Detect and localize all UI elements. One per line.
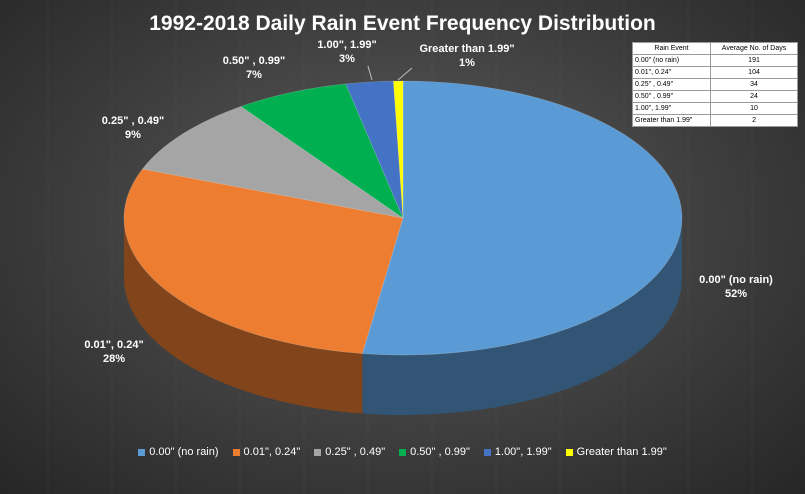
slice-label-category: 1.00", 1.99" bbox=[317, 39, 376, 51]
table-header-rain-event: Rain Event bbox=[631, 42, 712, 55]
table-cell-event: 0.00" (no rain) bbox=[631, 54, 712, 67]
pie-slice bbox=[361, 80, 683, 356]
pie-slice bbox=[240, 83, 404, 219]
slice-label-category: 0.25" , 0.49" bbox=[102, 115, 164, 127]
slice-label-percent: 9% bbox=[125, 129, 141, 141]
table-cell-days: 34 bbox=[710, 78, 798, 91]
legend-swatch bbox=[565, 448, 573, 456]
table-row: 0.01", 0.24" 104 bbox=[631, 66, 798, 79]
slice-label-category: Greater than 1.99" bbox=[419, 43, 514, 55]
leader-line bbox=[367, 65, 373, 81]
legend-entry: 0.50" , 0.99" bbox=[399, 446, 470, 458]
legend-swatch bbox=[138, 448, 146, 456]
table-row: 1.00", 1.99" 10 bbox=[631, 102, 798, 115]
legend-label: 0.00" (no rain) bbox=[149, 446, 219, 458]
table-header-row: Rain Event Average No. of Days bbox=[631, 42, 798, 55]
pie-slice bbox=[141, 106, 404, 219]
table-cell-event: 0.50" , 0.99" bbox=[631, 90, 712, 103]
table-cell-days: 2 bbox=[710, 114, 798, 127]
pie-slice bbox=[393, 80, 404, 219]
legend-entry: 0.00" (no rain) bbox=[138, 446, 219, 458]
legend-label: 0.50" , 0.99" bbox=[410, 446, 470, 458]
chart-title: 1992-2018 Daily Rain Event Frequency Dis… bbox=[149, 12, 656, 35]
table-row: Greater than 1.99" 2 bbox=[631, 114, 798, 127]
slice-label-percent: 52% bbox=[725, 288, 747, 300]
legend-label: 0.01", 0.24" bbox=[243, 446, 301, 458]
slice-label-percent: 3% bbox=[339, 53, 355, 65]
legend-entry: Greater than 1.99" bbox=[565, 446, 667, 458]
table-cell-event: 1.00", 1.99" bbox=[631, 102, 712, 115]
slice-label-percent: 1% bbox=[459, 57, 475, 69]
table-cell-event: 0.01", 0.24" bbox=[631, 66, 712, 79]
legend-entry: 1.00", 1.99" bbox=[483, 446, 552, 458]
pie-slice bbox=[123, 168, 404, 354]
pie-slice bbox=[345, 80, 404, 219]
table-row: 0.25" , 0.49" 34 bbox=[631, 78, 798, 91]
legend-swatch bbox=[232, 448, 240, 456]
table-cell-event: Greater than 1.99" bbox=[631, 114, 712, 127]
data-table: Rain Event Average No. of Days 0.00" (no… bbox=[631, 42, 798, 127]
table-header-average-days: Average No. of Days bbox=[710, 42, 798, 55]
slice-label-category: 0.01", 0.24" bbox=[84, 339, 143, 351]
slice-label-percent: 28% bbox=[103, 353, 125, 365]
table-cell-days: 24 bbox=[710, 90, 798, 103]
table-row: 0.00" (no rain) 191 bbox=[631, 54, 798, 67]
table-cell-days: 104 bbox=[710, 66, 798, 79]
slice-label-category: 0.50" , 0.99" bbox=[223, 55, 285, 67]
table-cell-event: 0.25" , 0.49" bbox=[631, 78, 712, 91]
slice-labels: 0.00" (no rain) 52% 0.01", 0.24" 28% 0.25" ,… bbox=[84, 39, 773, 365]
legend: 0.00" (no rain) 0.01", 0.24" 0.25" , 0.4… bbox=[0, 446, 805, 458]
legend-swatch bbox=[483, 448, 491, 456]
table-cell-days: 10 bbox=[710, 102, 798, 115]
pie-top-layer bbox=[123, 80, 683, 356]
legend-swatch bbox=[314, 448, 322, 456]
legend-label: 1.00", 1.99" bbox=[494, 446, 552, 458]
legend-label: 0.25" , 0.49" bbox=[325, 446, 386, 458]
slice-label-percent: 7% bbox=[246, 69, 262, 81]
pie-slice-side bbox=[362, 218, 682, 416]
legend-entry: 0.01", 0.24" bbox=[232, 446, 301, 458]
legend-label: Greater than 1.99" bbox=[576, 446, 667, 458]
legend-swatch bbox=[399, 448, 407, 456]
slice-label-category: 0.00" (no rain) bbox=[699, 274, 773, 286]
legend-entry: 0.25" , 0.49" bbox=[314, 446, 385, 458]
table-row: 0.50" , 0.99" 24 bbox=[631, 90, 798, 103]
table-cell-days: 191 bbox=[710, 54, 798, 67]
leader-line bbox=[397, 67, 413, 81]
pie-depth-layer bbox=[124, 218, 682, 416]
pie-slice-side bbox=[124, 218, 363, 414]
